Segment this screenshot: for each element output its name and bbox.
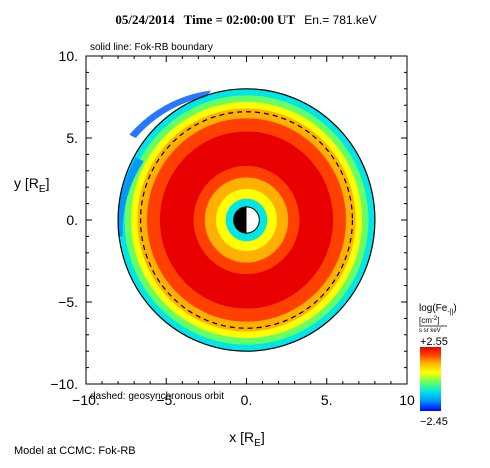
y-axis-title-text: y [R <box>14 175 39 191</box>
colorbar-title-close: ) <box>453 303 456 314</box>
y-tick-label: −10. <box>50 376 78 392</box>
energy-label: En.= 781.keV <box>304 13 376 27</box>
y-axis-ticks: 10. 5. 0. −5. −10. <box>50 48 407 392</box>
y-axis-title: y [RE] <box>14 175 49 195</box>
x-tick-label: 10 <box>399 392 415 408</box>
time-label: Time = 02:00:00 UT <box>184 12 296 27</box>
y-tick-label: 10. <box>59 48 78 64</box>
colorbar-gradient <box>420 347 441 411</box>
x-tick-label: −5. <box>156 392 176 408</box>
colorbar-max-label: +2.55 <box>420 336 448 348</box>
earth-night-side <box>233 206 247 234</box>
x-tick-label: −10. <box>72 392 100 408</box>
x-tick-label: 5. <box>321 392 333 408</box>
low-flux-patch <box>129 90 212 138</box>
y-tick-label: −5. <box>58 294 78 310</box>
colorbar-min-label: −2.45 <box>420 416 448 428</box>
y-tick-label: 5. <box>66 130 78 146</box>
colorbar-units-bottom: s sr keV <box>419 328 441 334</box>
chart-title: 05/24/2014 Time = 02:00:00 UT En.= 781.k… <box>115 12 376 27</box>
colorbar-units-top-sup: -2 <box>432 316 438 322</box>
y-axis-title-sub: E <box>39 184 46 195</box>
solid-line-note: solid line: Fok-RB boundary <box>90 42 213 53</box>
colorbar-title-sub: -|| <box>447 309 453 316</box>
x-axis-title-sub: E <box>254 438 261 449</box>
flux-map <box>117 88 376 352</box>
date-label: 05/24/2014 <box>115 12 175 27</box>
y-axis-title-close: ] <box>46 175 50 191</box>
fok-rb-boundary-line <box>117 88 376 352</box>
colorbar-units-top-text: [cm <box>419 316 432 325</box>
x-axis-title: x [RE] <box>229 429 264 449</box>
colorbar-units-top: [cm-2] <box>419 316 439 325</box>
colorbar: log(Fe-||) [cm-2] s sr keV +2.55 −2.45 <box>419 303 457 428</box>
colorbar-title-text: log(Fe <box>419 303 448 314</box>
y-tick-label: 0. <box>66 212 78 228</box>
x-axis-title-text: x [R <box>229 429 254 445</box>
geosynchronous-orbit-line <box>139 111 354 329</box>
x-axis-ticks: −10. −5. 0. 5. 10 <box>72 56 415 408</box>
low-flux-patch <box>117 157 144 237</box>
colorbar-title: log(Fe-||) <box>419 303 457 316</box>
dashed-line-note: dashed: geosynchronous orbit <box>90 391 224 402</box>
colorbar-units-top-close: ] <box>437 316 439 325</box>
x-axis-title-close: ] <box>261 429 265 445</box>
x-tick-label: 0. <box>241 392 253 408</box>
model-credit: Model at CCMC: Fok-RB <box>14 445 136 457</box>
